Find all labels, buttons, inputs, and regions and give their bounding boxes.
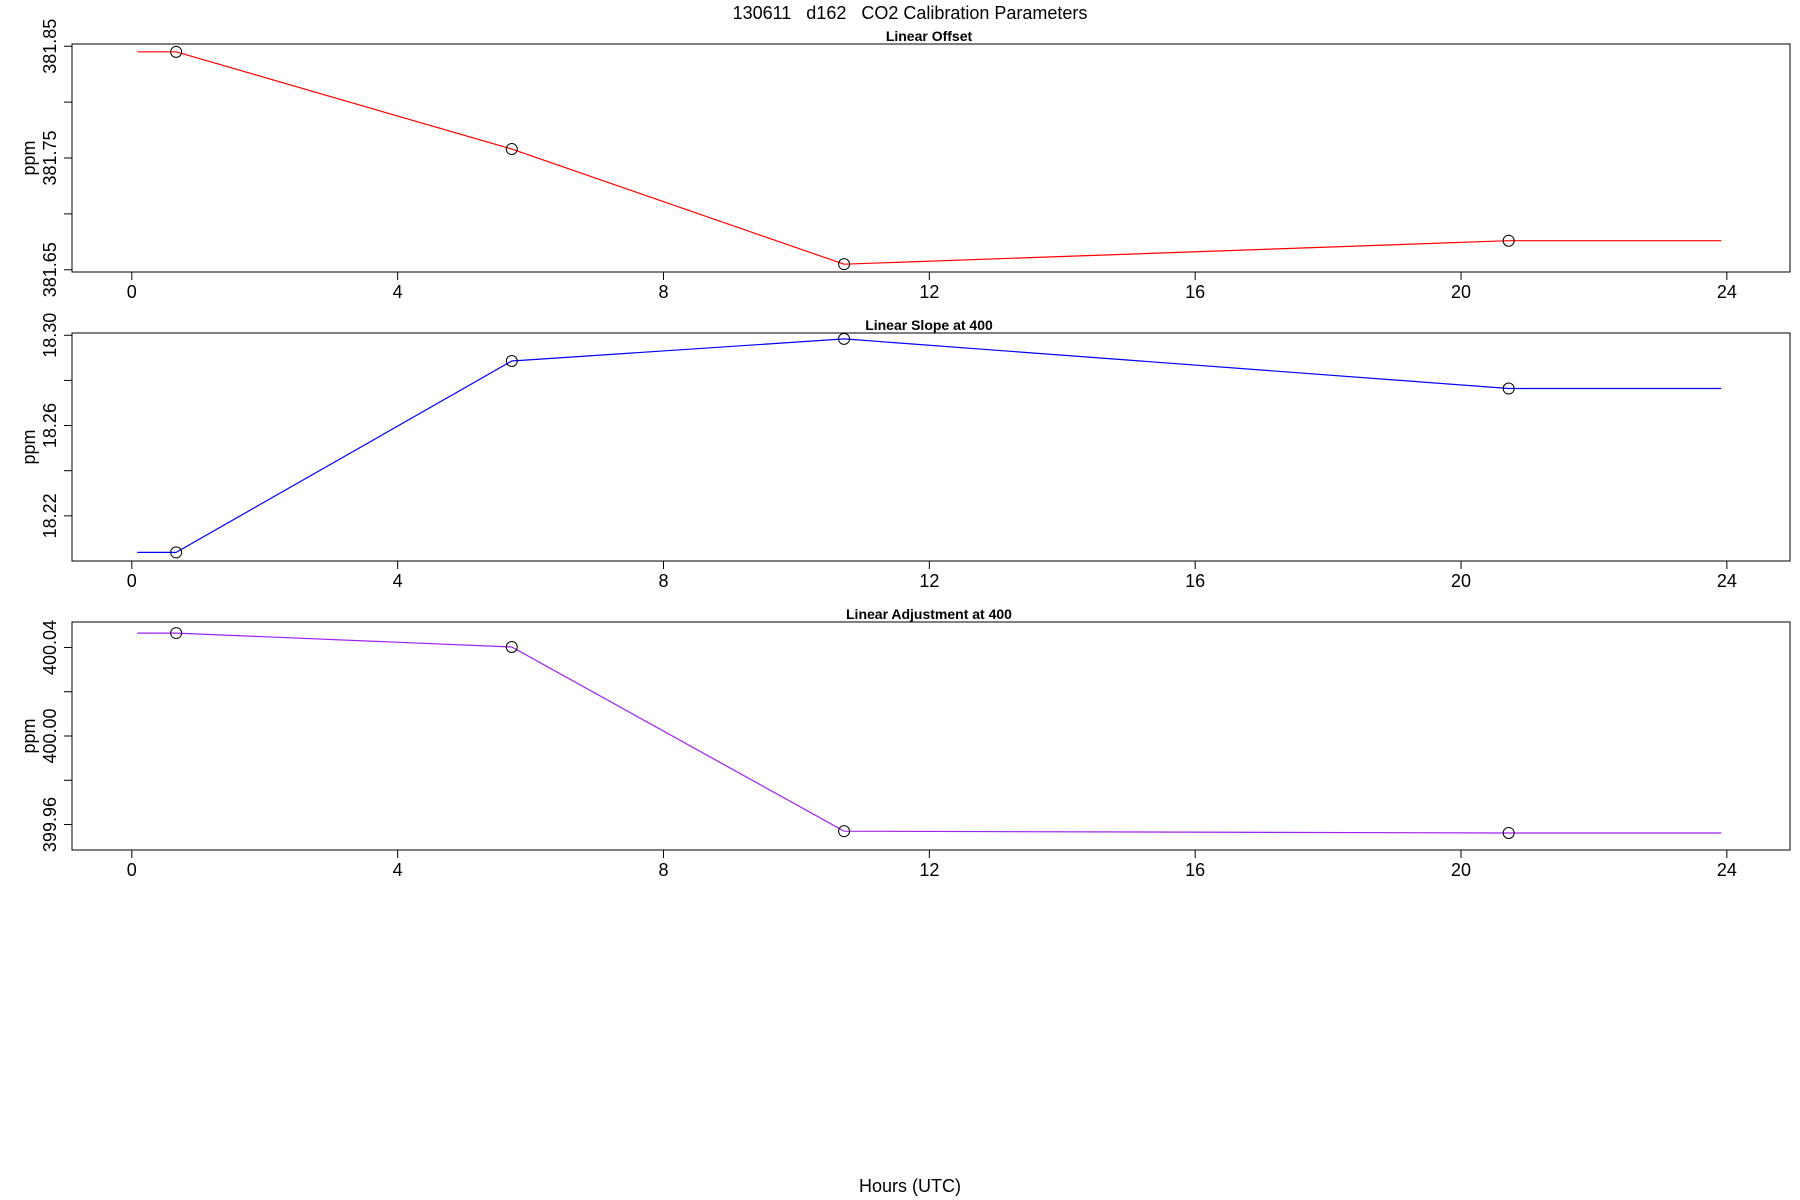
y-tick-label: 18.22 — [40, 493, 60, 538]
x-tick-label: 24 — [1717, 860, 1737, 880]
y-tick-label: 381.65 — [40, 242, 60, 297]
x-tick-label: 16 — [1185, 282, 1205, 302]
x-tick-label: 0 — [127, 282, 137, 302]
x-tick-label: 8 — [658, 571, 668, 591]
y-tick-label: 18.26 — [40, 403, 60, 448]
figure-title: 130611 d162 CO2 Calibration Parameters — [733, 3, 1088, 23]
x-tick-label: 16 — [1185, 571, 1205, 591]
x-tick-label: 20 — [1451, 282, 1471, 302]
linear-adjustment-panel: Linear Adjustment at 400 0 4 8 12 16 20 24 399.9… — [19, 606, 1790, 880]
y-axis-label: ppm — [19, 140, 39, 175]
y-tick-label: 18.30 — [40, 313, 60, 358]
linear-slope-panel: Linear Slope at 400 0 4 8 12 16 20 24 18.22 18.26… — [19, 313, 1790, 591]
y-tick-label: 381.75 — [40, 130, 60, 185]
plot-frame — [72, 622, 1790, 850]
x-tick-label: 20 — [1451, 860, 1471, 880]
panel-title: Linear Slope at 400 — [865, 317, 993, 333]
plot-frame — [72, 44, 1790, 272]
y-axis-label: ppm — [19, 718, 39, 753]
x-axis-label: Hours (UTC) — [859, 1176, 961, 1196]
x-tick-label: 8 — [658, 282, 668, 302]
x-tick-label: 12 — [919, 571, 939, 591]
series-line — [137, 633, 1721, 833]
y-tick-label: 400.04 — [40, 620, 60, 675]
x-tick-label: 24 — [1717, 571, 1737, 591]
linear-offset-panel: Linear Offset 0 4 8 12 16 20 24 381.65 381.75 381.… — [19, 19, 1790, 302]
panel-title: Linear Adjustment at 400 — [846, 606, 1012, 622]
y-tick-label: 399.96 — [40, 797, 60, 852]
x-tick-label: 4 — [393, 860, 403, 880]
x-tick-label: 24 — [1717, 282, 1737, 302]
y-axis-label: ppm — [19, 429, 39, 464]
y-tick-label: 381.85 — [40, 19, 60, 74]
panels: Linear Offset 0 4 8 12 16 20 24 381.65 381.75 381.… — [19, 19, 1790, 880]
x-tick-label: 0 — [127, 860, 137, 880]
x-tick-label: 20 — [1451, 571, 1471, 591]
series-line — [137, 339, 1721, 553]
plot-frame — [72, 333, 1790, 561]
x-tick-label: 12 — [919, 860, 939, 880]
y-tick-label: 400.00 — [40, 708, 60, 763]
x-tick-label: 0 — [127, 571, 137, 591]
x-tick-label: 4 — [393, 571, 403, 591]
x-tick-label: 16 — [1185, 860, 1205, 880]
panel-title: Linear Offset — [886, 28, 973, 44]
x-tick-label: 4 — [393, 282, 403, 302]
series-line — [137, 52, 1721, 264]
x-tick-label: 8 — [658, 860, 668, 880]
x-tick-label: 12 — [919, 282, 939, 302]
